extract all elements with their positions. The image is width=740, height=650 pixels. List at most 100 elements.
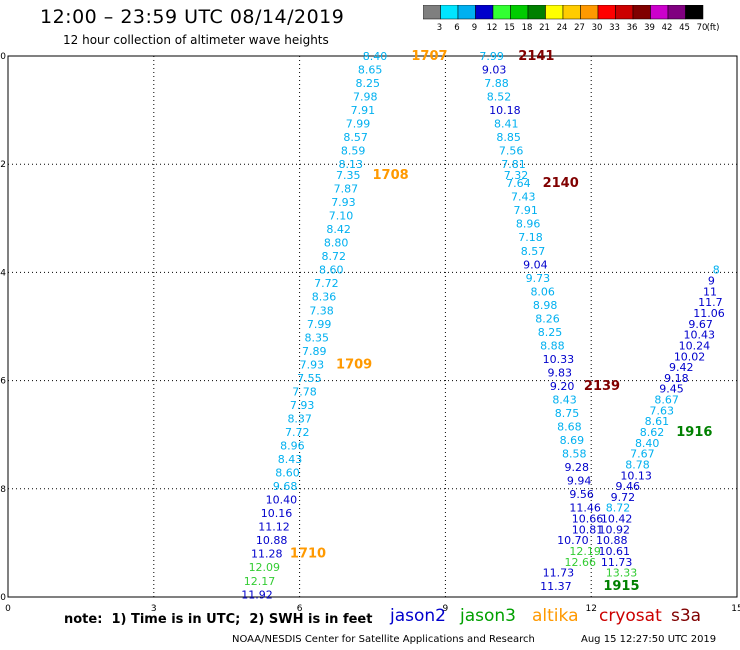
chart-subtitle: 12 hour collection of altimeter wave hei… [63,33,329,47]
x-tick-label: 15 [731,604,740,614]
swh-value-label: 9.04 [523,258,548,271]
swh-value-label: 7.10 [329,210,354,223]
swh-value-label: 9.18 [664,372,689,385]
swh-value-label: 8.88 [540,339,565,352]
swh-value-label: 12.17 [244,575,276,588]
swh-value-label: 8.67 [654,394,679,407]
swh-value-label: 8.26 [535,312,560,325]
swh-value-label: 10.88 [596,534,628,547]
y-tick-label: -36 [0,377,6,387]
swh-value-label: 7.72 [314,277,339,290]
legend-jason2: jason2 [390,606,446,626]
pass-time-label: 1710 [290,547,326,562]
y-tick-label: -38 [0,485,6,495]
swh-value-label: 8.42 [326,223,351,236]
swh-value-label: 7.67 [630,448,655,461]
swh-value-label: 7.64 [506,177,531,190]
swh-value-label: 8.69 [560,434,585,447]
swh-value-label: 11.28 [251,548,283,561]
swh-value-label: 8.60 [275,467,300,480]
swh-value-label: 11.46 [569,502,601,515]
scale-swatch-15 [685,5,704,20]
swh-value-label: 12.19 [569,545,601,558]
swh-value-label: 11 [703,285,717,298]
swh-value-label: 7.99 [479,50,504,63]
note-text: note: 1) Time is in UTC; 2) SWH is in fe… [64,612,373,627]
swh-value-label: 8.25 [355,77,380,90]
scale-label: 21 [539,23,550,33]
swh-value-label: 12.66 [564,556,596,569]
swh-value-label: 11.06 [693,307,725,320]
pass-time-label: 1708 [373,168,409,183]
swh-value-label: 10.24 [679,339,711,352]
scale-label: 3 [437,23,442,33]
swh-value-label: 8.72 [606,502,631,515]
x-tick-label: 0 [5,604,11,614]
pass-time-label: 1915 [603,579,639,594]
swh-value-label: 9.42 [669,361,694,374]
swh-value-label: 8.85 [496,131,521,144]
scale-label: 39 [644,23,655,33]
swh-value-label: 8.35 [304,331,329,344]
swh-value-label: 9.72 [611,491,636,504]
swh-value-label: 8.65 [358,64,383,77]
swh-value-label: 8.80 [324,237,349,250]
swh-value-label: 11.73 [543,567,575,580]
swh-value-label: 7.93 [300,358,325,371]
swh-value-label: 11.73 [601,556,633,569]
swh-value-label: 7.99 [307,318,332,331]
legend-s3a: s3a [671,606,702,626]
swh-value-label: 10.02 [674,350,706,363]
swh-value-label: 8.62 [640,426,665,439]
swh-value-label: 9.28 [564,461,589,474]
swh-value-label: 8.41 [494,118,519,131]
swh-value-label: 8.72 [321,250,346,263]
scale-label: 30 [592,23,603,33]
chart-title: 12:00 – 23:59 UTC 08/14/2019 [40,6,345,28]
swh-value-label: 7.89 [302,345,327,358]
swh-value-label: 7.72 [285,426,310,439]
scale-label: 27 [574,23,585,33]
swh-value-label: 8.43 [278,453,303,466]
pass-time-label: 2140 [543,176,579,191]
swh-value-label: 10.70 [557,534,589,547]
swh-value-label: 9.67 [688,318,713,331]
scale-label: 33 [609,23,620,33]
swh-value-label: 7.43 [511,191,536,204]
scale-label: (ft) [707,23,720,33]
swh-value-label: 10.18 [489,104,521,117]
y-tick-label: -34 [0,268,6,278]
x-tick-label: 6 [297,604,303,614]
scale-label: 12 [487,23,498,33]
swh-value-label: 8.78 [625,458,650,471]
swh-value-label: 7.55 [297,372,322,385]
swh-value-label: 7.81 [501,158,526,171]
swh-value-label: 10.92 [598,523,630,536]
swh-value-label: 7.78 [292,385,317,398]
swh-value-label: 9.03 [482,64,507,77]
swh-value-label: 7.63 [650,404,675,417]
swh-value-label: 7.87 [334,183,359,196]
swh-value-label: 10.66 [572,513,604,526]
swh-value-label: 7.38 [309,304,334,317]
swh-value-label: 8.75 [555,407,580,420]
swh-value-label: 9.56 [569,488,594,501]
swh-value-label: 8.96 [516,218,541,231]
swh-color-scale: 3 6 9 12 15 18 21 24 27 30 33 36 39 42 45 70 (ft) [423,5,720,33]
swh-value-label: 7.91 [513,204,538,217]
y-tick-label: -32 [0,160,6,170]
swh-value-label: 8.25 [538,326,563,339]
swh-value-label: 7.18 [518,231,543,244]
swh-value-label: 7.56 [499,145,524,158]
swh-value-label: 8.52 [487,91,512,104]
swh-value-label: 9.83 [547,366,572,379]
pass-time-label: 1707 [411,49,447,64]
swh-value-label: 8.98 [533,299,558,312]
scale-label: 70 [697,23,708,33]
swh-value-label: 8.13 [338,158,363,171]
x-tick-label: 3 [151,604,157,614]
swh-value-label: 10.40 [266,494,298,507]
swh-value-label: 8.40 [635,437,660,450]
swh-value-label: 10.61 [598,545,630,558]
